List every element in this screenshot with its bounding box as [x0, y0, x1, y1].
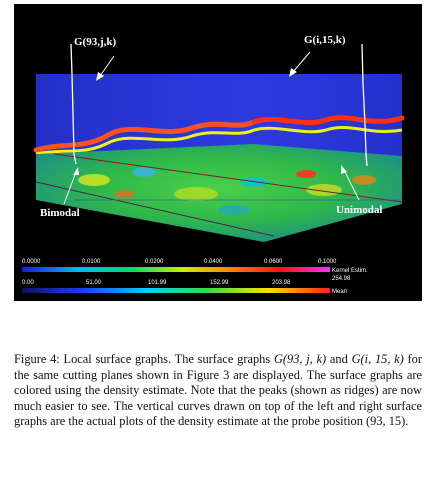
kernel-estim-label: Kernel Estim.	[332, 268, 368, 274]
caption-math: (93, 15)	[366, 414, 406, 429]
left-ridge-glow	[35, 128, 255, 156]
kernel-tick-label: 0.0400	[204, 259, 223, 265]
bimodal-arrow	[63, 171, 77, 205]
figure-caption: Figure 4: Local surface graphs. The surf…	[14, 352, 422, 430]
right-cutting-plane	[254, 74, 402, 156]
kernel-max-label: 254.98	[332, 276, 351, 282]
caption-title: Local surface graphs.	[63, 352, 172, 366]
surface-graph-figure: G(93,j,k) G(i,15,k) Bimodal Unimodal 0.0…	[14, 4, 422, 301]
kernel-estimate-colorbar	[22, 267, 330, 272]
unimodal-arrow	[343, 169, 360, 201]
kernel-tick-label: 0.0200	[145, 259, 164, 265]
mean-tick-label: 51.00	[86, 280, 102, 286]
caption-text: The surface graphs	[174, 352, 274, 366]
left-ridge	[33, 119, 257, 153]
mean-colorbar	[22, 288, 330, 293]
left-plane-label: G(93,j,k)	[74, 36, 117, 48]
right-plane-arrow	[292, 51, 311, 73]
left-probe-curve	[70, 43, 77, 165]
mean-tick-label: 101.99	[148, 280, 167, 286]
caption-math: G(i, 15, k)	[351, 352, 404, 366]
caption-text: for the same cutting planes shown in Fig…	[14, 352, 423, 429]
unimodal-arrowhead	[341, 165, 347, 174]
right-ridge	[251, 115, 405, 126]
kernel-tick-label: 0.0100	[82, 259, 101, 265]
left-plane-arrow	[99, 55, 115, 77]
right-probe-curve	[361, 43, 368, 167]
left-cutting-plane	[36, 74, 254, 154]
surface-graph-render	[22, 43, 405, 293]
bimodal-arrowhead	[73, 167, 79, 175]
left-plane-arrowhead	[96, 72, 104, 81]
floor-grid-line	[35, 181, 275, 237]
bimodal-label: Bimodal	[40, 207, 80, 219]
caption-figure-label: Figure 4:	[14, 352, 60, 366]
right-plane-label: G(i,15,k)	[304, 34, 346, 46]
kernel-tick-label: 0.0000	[22, 259, 41, 265]
density-hotspots	[78, 167, 376, 215]
mean-tick-label: 152.99	[210, 280, 229, 286]
kernel-tick-label: 0.0600	[264, 259, 283, 265]
caption-text: and	[326, 352, 352, 366]
right-plane-arrowhead	[289, 68, 297, 77]
mean-tick-label: 203.98	[272, 280, 291, 286]
kernel-tick-label: 0.1000	[318, 259, 337, 265]
density-floor	[36, 144, 402, 242]
unimodal-label: Unimodal	[336, 204, 383, 216]
caption-text: .	[405, 414, 409, 429]
right-ridge-glow	[253, 126, 403, 134]
mean-label: Mean	[332, 289, 348, 295]
floor-grid-line	[53, 153, 403, 203]
mean-tick-label: 0.00	[22, 280, 34, 286]
caption-math: G(93, j, k)	[273, 352, 327, 366]
